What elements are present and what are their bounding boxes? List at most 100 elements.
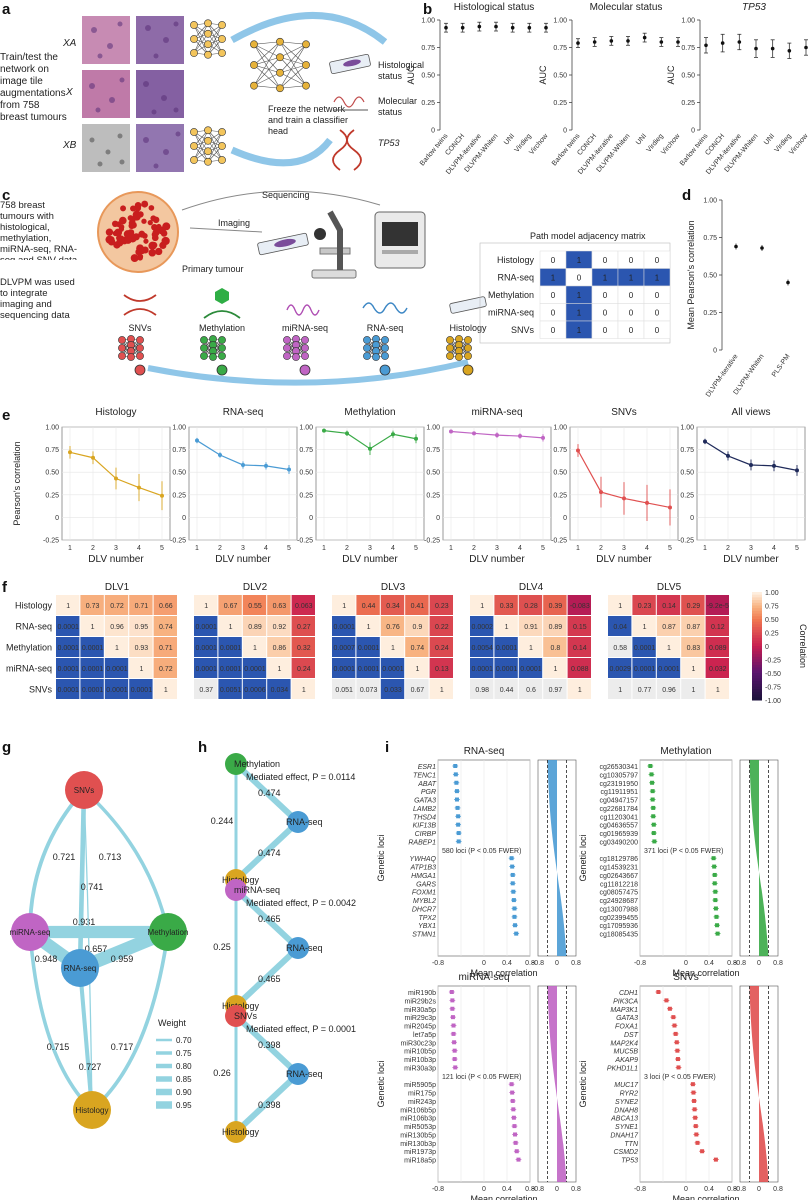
i-point [514,1149,519,1154]
f-heatmap-cell [267,595,291,615]
f-cell-value: 0.0001 [244,666,266,673]
d-point [760,246,764,250]
e-x-label: DLV number [342,554,398,565]
i-locus-label: HMGA1 [411,873,436,880]
i-locus-label: miR10b5p [404,1049,436,1056]
e-x-tick-label: 4 [772,545,776,552]
f-heatmap-cell [242,616,267,636]
auc-point [754,46,758,51]
tumour-cell [120,205,127,212]
i-point [651,831,656,836]
dna-icon [203,310,241,319]
f-heatmap-cell [405,637,429,657]
tumour-cell [152,229,160,237]
f-heatmap-cell [405,595,429,615]
e-y-tick-label: 0.50 [553,470,567,477]
i-point [454,797,459,802]
e-x-tick-label: 4 [137,545,141,552]
encoder-net-b-edge [207,140,223,161]
f-colorbar-segment [752,678,762,682]
view-net-node [363,352,371,360]
e-point [345,431,349,436]
tumour-cell [105,228,114,236]
f-heatmap-cell [332,637,356,657]
e-y-tick-label: 0 [182,515,186,522]
view-net-node [218,352,226,360]
i-locus-label: miR30a5p [404,1007,436,1014]
view-label: RNA-seq [367,323,404,333]
f-heatmap-cell [56,637,80,657]
auc-y-tick-label: 1.00 [681,18,695,25]
f-colorbar-segment [752,635,762,639]
i-y-label: Genetic loci [376,1060,386,1107]
f-colorbar-segment [752,662,762,666]
i-locus-label: miR130b5p [400,1132,436,1139]
h-mediator-label: RNA-seq [286,943,323,953]
freeze-arrow-bottom [230,137,333,167]
f-cell-value: 0.96 [662,687,676,694]
view-net-node [464,336,472,344]
f-colorbar-segment [752,608,762,612]
f-cell-value: 0.67 [224,603,238,610]
f-colorbar-segment [752,673,762,677]
i-point [715,923,720,928]
e-point [218,453,222,458]
e-point [287,467,291,472]
e-subplot-title: RNA-seq [223,407,264,418]
i-x-tick-label: 0.4 [704,1186,714,1193]
i-locus-label: ABAT [417,781,436,788]
f-cell-value: 0.91 [524,624,538,631]
e-x-tick-label: 5 [541,545,545,552]
f-colorbar-segment [752,646,762,650]
i-locus-label: LAMB2 [413,806,436,813]
frozen-net-node [250,81,258,90]
sequencer-icon [374,211,426,269]
view-label: Histology [449,323,487,333]
e-x-tick-label: 3 [749,545,753,552]
frozen-net-edge [253,41,281,66]
i-locus-label: cg22681784 [599,806,638,813]
e-point [264,463,268,468]
i-locus-label: DST [624,1032,639,1039]
i-x-tick-label: 0.4 [502,1186,512,1193]
encoder-net-a-node [218,35,226,43]
h-mediated-effect-label: Mediated effect, P = 0.0001 [246,1024,356,1034]
h-mediated-edge [233,1013,301,1077]
e-point [576,448,580,453]
f-cell-value: -0.083 [570,603,590,610]
f-heatmap-cell [194,616,218,636]
view-output-node [462,364,474,376]
matrix-cell-value: 0 [551,326,556,335]
auc-y-tick-label: 0 [563,128,567,135]
auc-point [576,41,580,45]
f-colorbar-tick: -0.50 [765,671,781,678]
f-heatmap-cell [494,616,518,636]
f-heatmap-cell [567,658,591,678]
f-cell-value: 0.0001 [195,645,217,652]
encoder-net-a-node [190,35,198,43]
e-x-tick-label: 5 [414,545,418,552]
frozen-net-edge [279,56,307,66]
f-cell-value: 0.0001 [82,687,104,694]
tumour-cell [130,205,137,212]
e-y-tick-label: 1.00 [680,425,694,432]
e-y-tick-label: 0 [309,515,313,522]
e-point [322,428,326,433]
f-colorbar-segment [752,697,762,701]
panel-c-desc2: DLVPM was used to integrate imaging and … [0,277,75,321]
i-point [651,814,656,819]
f-heatmap-cell [104,658,129,678]
e-point [114,476,118,481]
e-y-tick-label: 1.00 [299,425,313,432]
auc-point [609,39,614,43]
f-heatmap-cell [218,637,242,657]
tumour-cell [129,218,136,224]
frozen-net-edge [253,44,281,89]
f-cell-value: 0.0001 [358,645,380,652]
matrix-cell-value: 1 [655,273,660,282]
view-net-node [118,352,126,360]
tumour-cell [155,247,163,256]
e-y-label: Pearson's correlation [12,441,22,525]
i-point [452,1048,457,1053]
i-point [512,1124,517,1129]
